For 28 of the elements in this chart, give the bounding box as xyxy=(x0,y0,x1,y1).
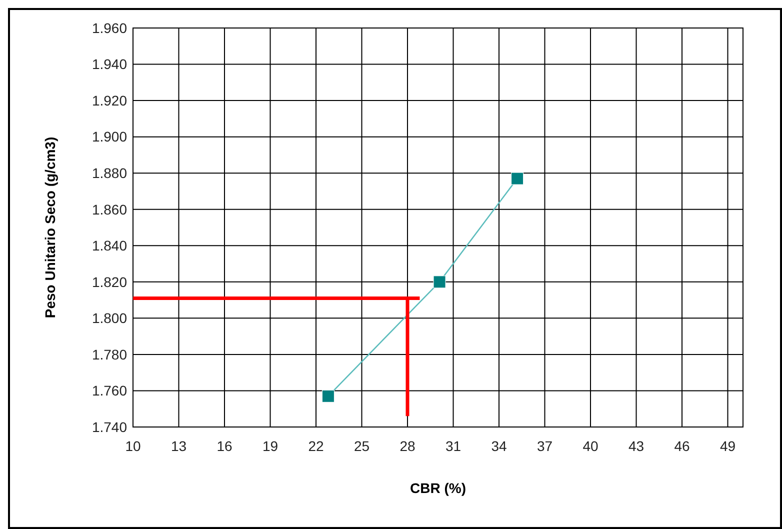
y-tick-label: 1.780 xyxy=(92,346,128,362)
x-tick-label: 16 xyxy=(216,438,232,454)
x-axis-title: CBR (%) xyxy=(410,480,466,496)
x-tick-label: 10 xyxy=(125,438,141,454)
y-tick-label: 1.840 xyxy=(92,238,128,254)
y-tick-label: 1.740 xyxy=(92,418,128,435)
y-tick-label: 1.820 xyxy=(92,274,128,290)
x-tick-label: 40 xyxy=(582,438,598,454)
x-tick-label: 28 xyxy=(400,438,416,454)
y-tick-label: 1.760 xyxy=(92,382,128,399)
x-tick-label: 22 xyxy=(308,438,324,454)
x-tick-label: 37 xyxy=(536,438,553,454)
y-tick-label: 1.920 xyxy=(92,92,128,108)
y-tick-label: 1.900 xyxy=(92,128,128,145)
y-tick-label: 1.940 xyxy=(92,56,128,72)
x-tick-label: 49 xyxy=(720,438,736,454)
y-tick-label: 1.860 xyxy=(92,201,128,218)
x-tick-label: 25 xyxy=(354,438,370,454)
y-axis-title: Peso Unitario Seco (g/cm3) xyxy=(42,136,58,318)
x-tick-label: 43 xyxy=(628,438,644,454)
x-tick-label: 31 xyxy=(445,438,462,454)
x-tick-label: 34 xyxy=(491,438,507,454)
y-tick-label: 1.880 xyxy=(92,164,128,181)
y-tick-label: 1.800 xyxy=(92,310,128,326)
y-tick-label: 1.960 xyxy=(92,20,128,36)
x-tick-label: 19 xyxy=(262,438,278,454)
x-tick-label: 46 xyxy=(674,438,690,454)
x-tick-label: 13 xyxy=(170,438,187,454)
